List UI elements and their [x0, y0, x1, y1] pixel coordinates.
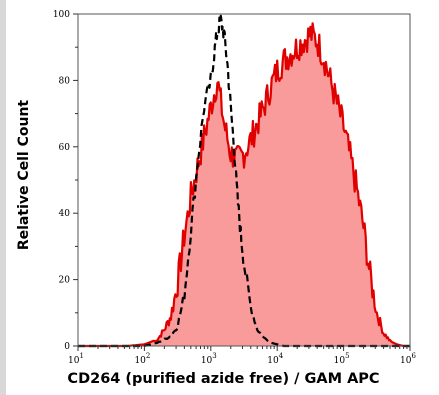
x-tick-label: 102: [134, 352, 150, 366]
x-tick-label: 104: [267, 352, 283, 366]
y-tick-label: 40: [59, 209, 71, 219]
red-series-line: [78, 22, 410, 348]
x-axis-label: CD264 (purified azide free) / GAM APC: [67, 371, 380, 387]
x-tick-label: 103: [201, 352, 217, 366]
control-dashed-line: [78, 14, 410, 348]
y-axis-label: Relative Cell Count: [16, 99, 32, 251]
axis-layer: 0 20 40 60 80 100 101 102 103 104 105 106: [53, 10, 417, 366]
window-edge: [0, 0, 6, 395]
y-tick-label: 20: [59, 276, 71, 286]
y-tick-label: 0: [64, 342, 70, 352]
y-tick-label: 80: [59, 76, 71, 86]
x-tick-label: 106: [400, 352, 416, 366]
y-tick-label: 60: [59, 143, 71, 153]
x-tick-label: 105: [334, 352, 350, 366]
plot-layer: [78, 14, 410, 348]
red-series-area: [78, 23, 410, 347]
x-tick-label: 101: [68, 352, 84, 366]
y-tick-label: 100: [53, 10, 70, 20]
